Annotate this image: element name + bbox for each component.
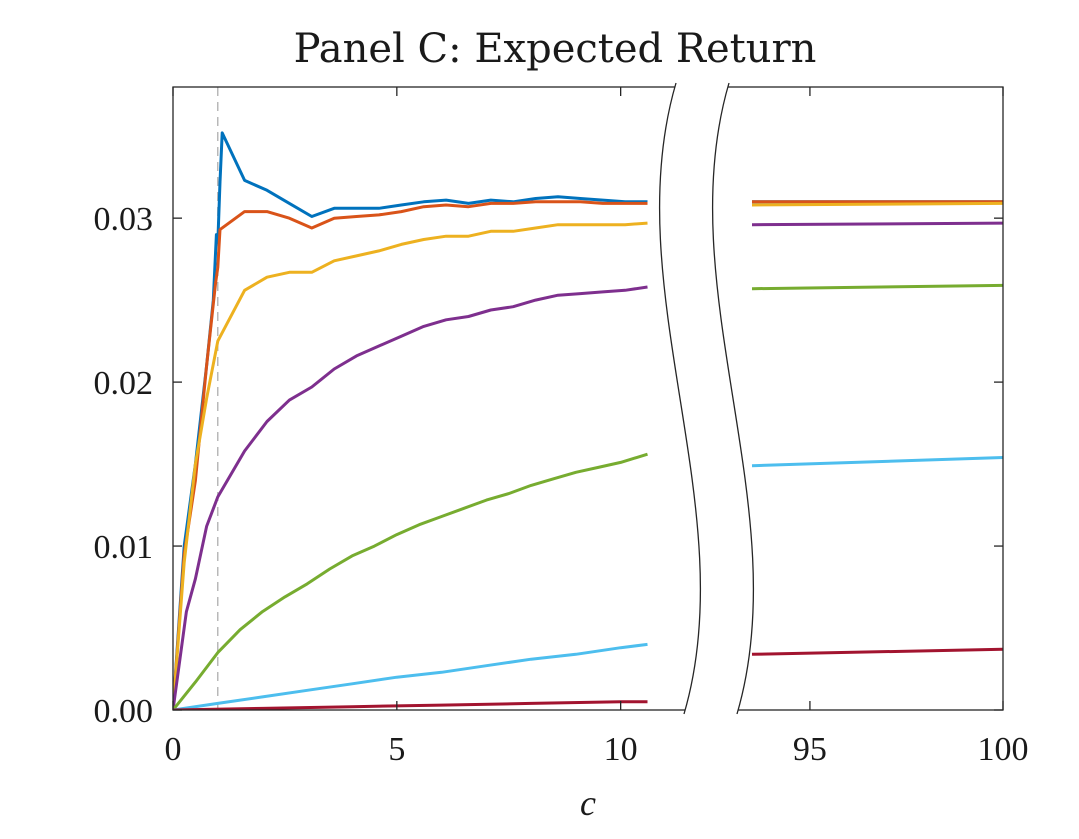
x-tick-label: 10 (604, 731, 638, 768)
plot-area: 0.00 0.01 0.02 0.03 0 5 10 95 100 (94, 82, 1029, 768)
series-5-line-left (173, 452, 648, 710)
series-7-line-left (173, 700, 648, 710)
x-tick-label: 0 (165, 731, 182, 768)
series-4-line-right (751, 221, 1003, 227)
series-2-line-left (173, 200, 648, 710)
chart-title: Panel C: Expected Return (294, 26, 817, 72)
axis-break-edge-right (711, 82, 755, 715)
x-tick-label: 5 (388, 731, 405, 768)
x-tick-label: 95 (793, 731, 827, 768)
y-tick-label: 0.03 (94, 201, 154, 238)
y-tick-label: 0.02 (94, 365, 154, 402)
series-1-line-left (173, 131, 648, 710)
series-6-line-left (173, 642, 648, 710)
x-tick-label: 100 (978, 731, 1029, 768)
series-5-line-right (751, 283, 1003, 291)
axis-break-edge-left (658, 82, 702, 715)
series-3-line-right (751, 201, 1003, 207)
y-tick-label: 0.01 (94, 529, 154, 566)
axes-box (172, 86, 1004, 711)
series-3-line-left (173, 221, 648, 710)
x-axis-label: c (580, 783, 596, 823)
axis-break-gap (659, 83, 754, 714)
series-4-line-left (173, 285, 648, 710)
series-7-line-right (751, 647, 1003, 656)
y-tick-label: 0.00 (94, 693, 154, 730)
series-6-line-right (751, 456, 1003, 468)
